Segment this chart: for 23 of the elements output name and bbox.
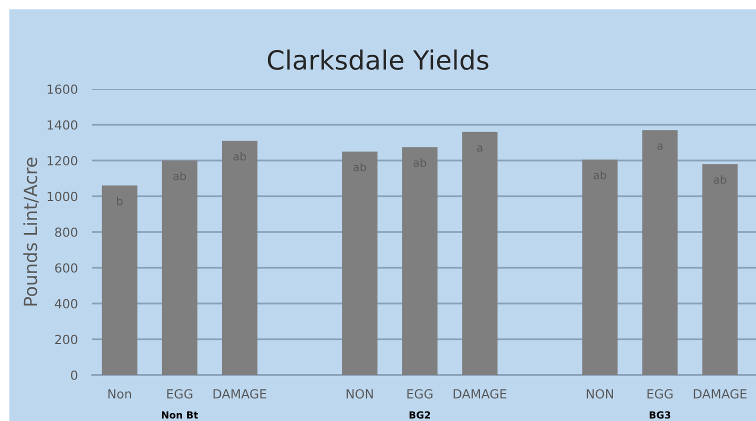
y-tick-label: 200 [55, 334, 78, 344]
y-tick-label: 400 [54, 298, 78, 308]
y-tick-label: 600 [55, 263, 78, 273]
y-tick-label: 1600 [48, 84, 78, 94]
x-tick-label: DAMAGE [454, 389, 506, 399]
x-tick-label: Non [108, 389, 132, 399]
y-tick-label: 800 [55, 227, 78, 237]
text: Non Bt [162, 411, 198, 419]
x-tick-label: EGG [648, 389, 673, 399]
y-tick-label: 1200 [48, 156, 78, 166]
x-tick-label: EGG [407, 389, 432, 399]
y-tick-label: 0 [70, 370, 78, 380]
x-tick-label: NON [586, 389, 613, 399]
chart-title: Clarksdale Yields [268, 50, 488, 70]
x-tick-label: DAMAGE [694, 389, 747, 399]
text: BG2 [410, 411, 430, 419]
text: BG3 [650, 411, 670, 419]
y-axis-title: Pounds Lint/Acre [23, 158, 39, 306]
y-tick-label: 1400 [48, 120, 78, 130]
y-tick-label: 1000 [48, 192, 78, 202]
x-tick-label: EGG [167, 389, 192, 399]
x-tick-label: NON [346, 389, 373, 399]
x-tick-label: DAMAGE [214, 389, 266, 399]
